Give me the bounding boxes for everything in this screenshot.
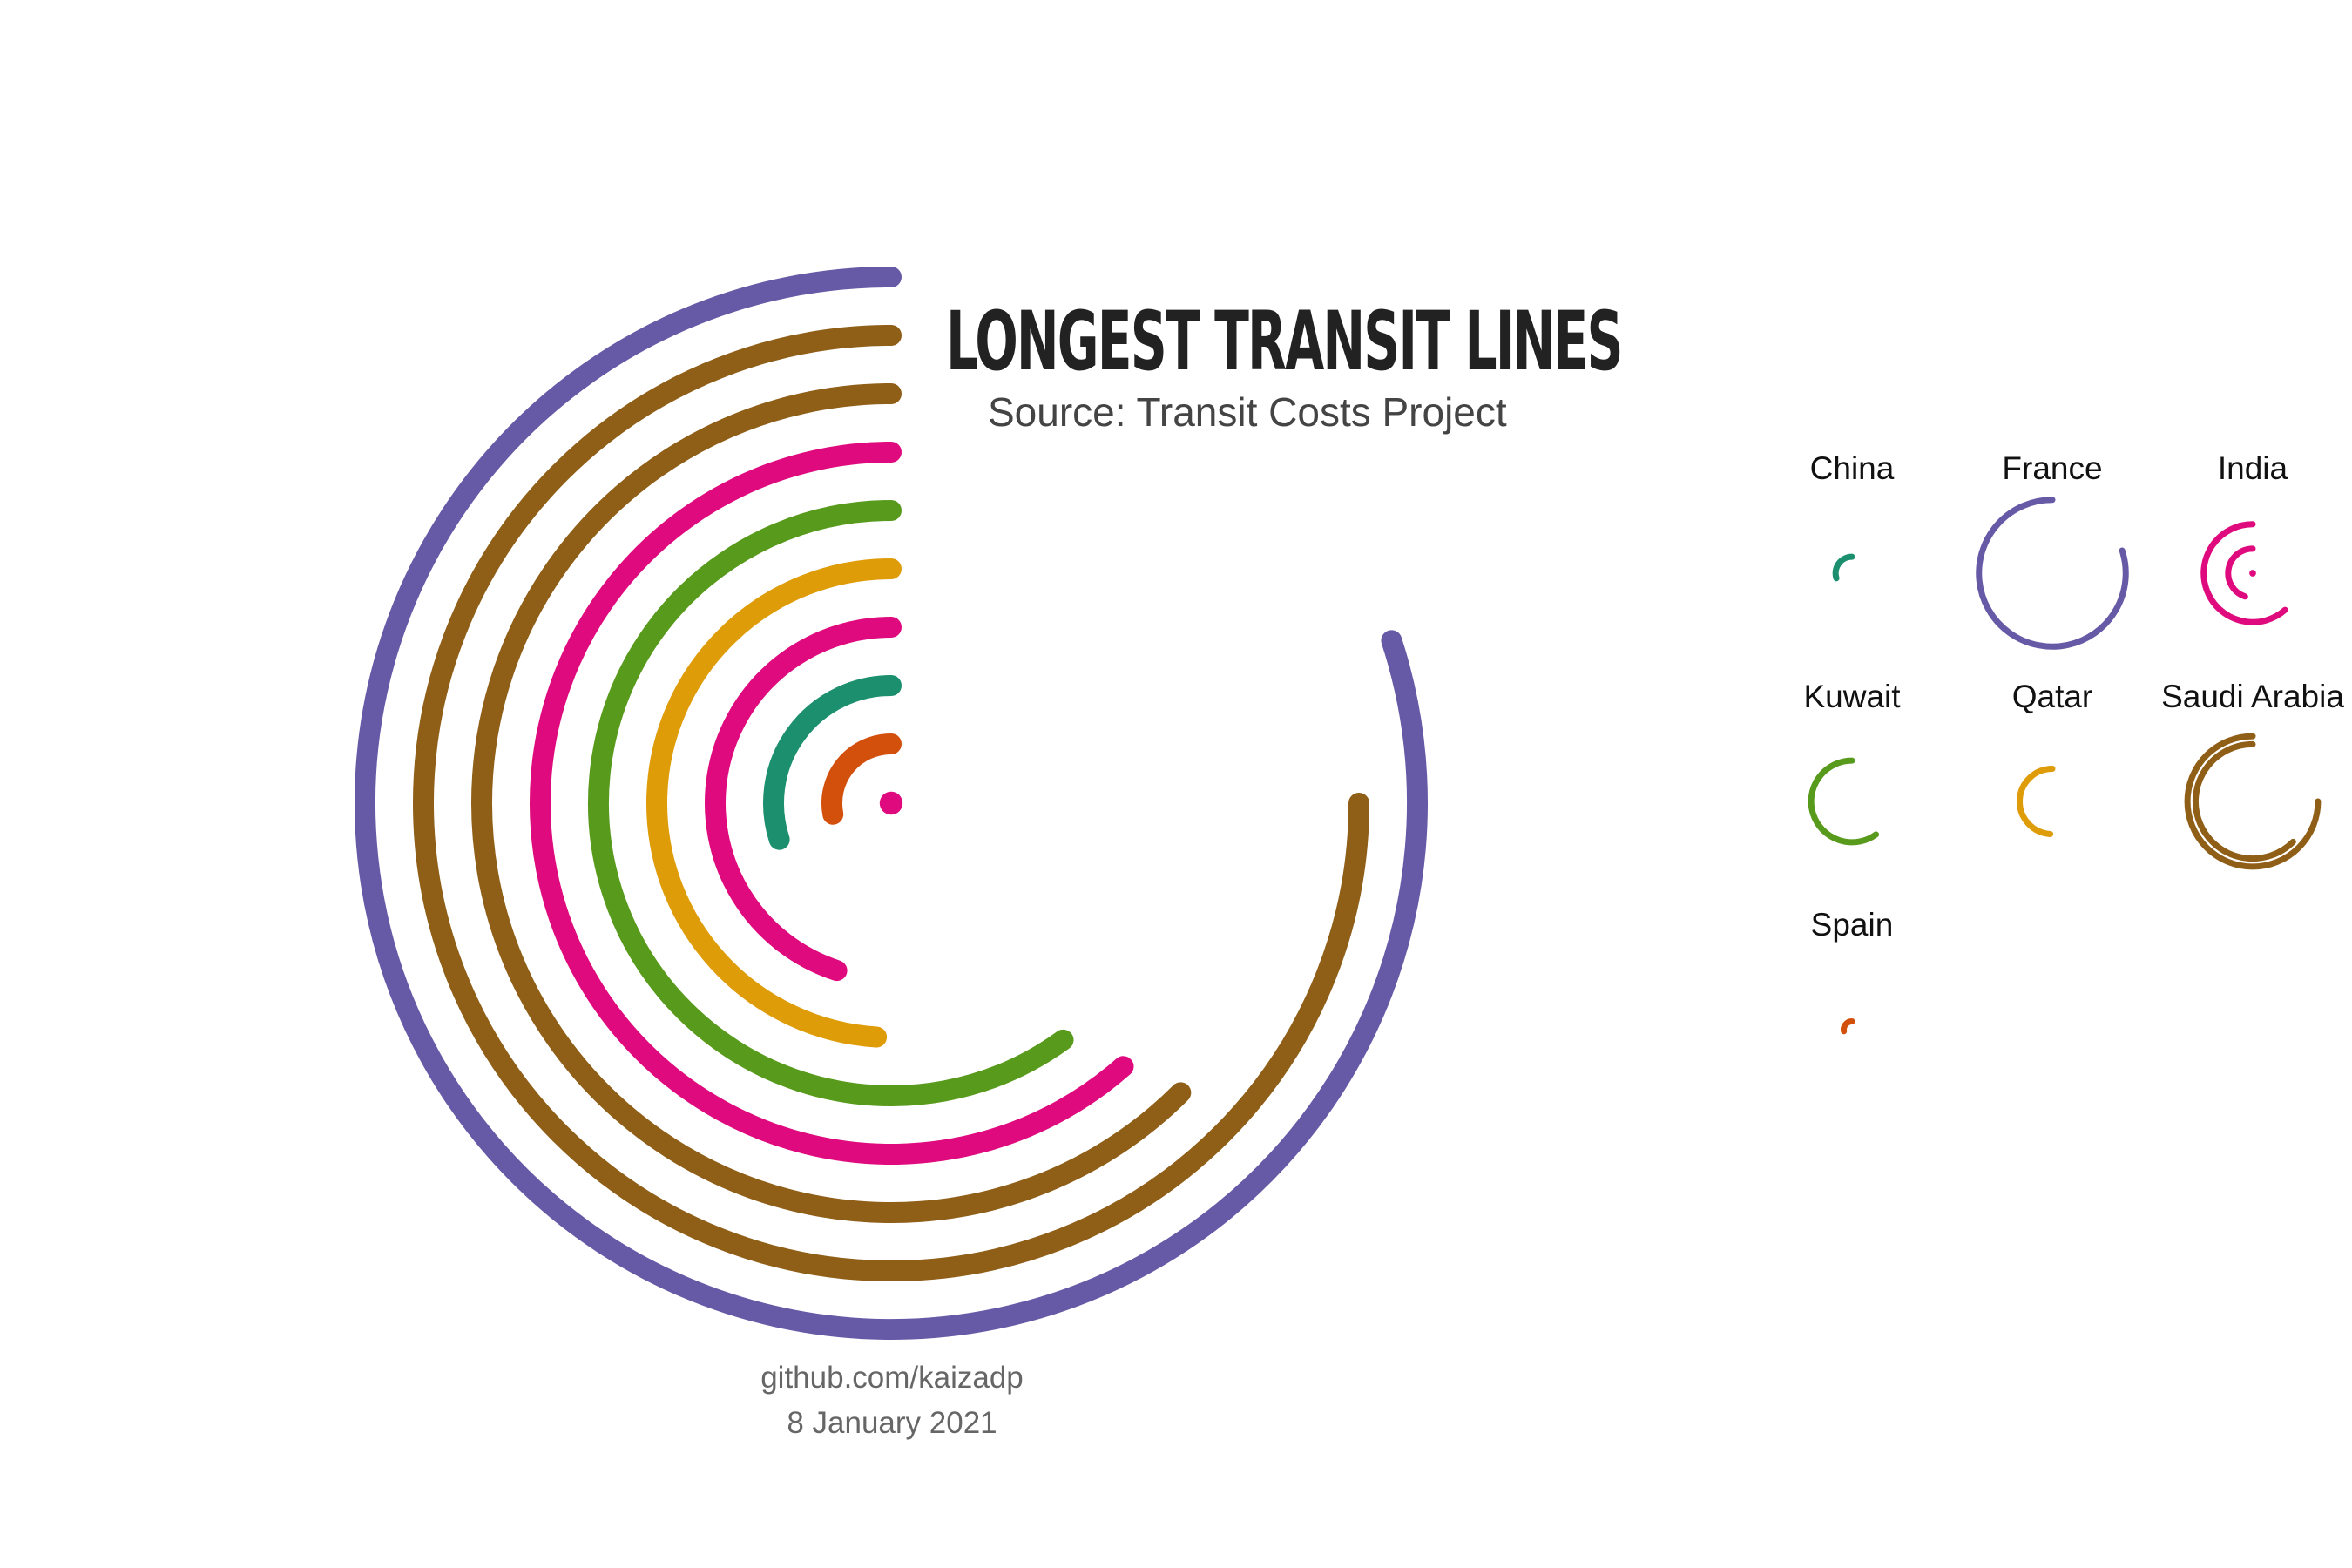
main-arc-china [763,675,902,850]
panel-saudi-arabia-arc-saudi-arabia [2184,733,2322,870]
panel-saudi-arabia [2184,733,2322,870]
panel-label-france: France [2002,450,2102,486]
panel-india-arc-india [2200,521,2288,625]
main-arc-france [355,267,1428,1340]
panel-kuwait [1808,757,1880,846]
panel-label-saudi-arabia: Saudi Arabia [2161,679,2344,714]
panel-qatar-arc-qatar [2017,765,2056,837]
main-dot-india [879,791,903,815]
main-arc-india [530,442,1134,1165]
panel-label-india: India [2218,450,2288,486]
panel-france-arc-france [1976,497,2129,650]
panel-france [1976,497,2129,650]
chart-title: LONGEST TRANSIT LINES [946,294,1623,389]
panel-kuwait-arc-kuwait [1808,757,1880,846]
panel-india [2200,521,2288,625]
panel-saudi-arabia-arc-saudi-arabia [2192,740,2296,862]
credit-text: github.com/kaizadp [760,1361,1024,1395]
main-arc-india [705,617,902,982]
panel-spain [1841,1018,1855,1035]
main-radial-chart [355,267,1428,1340]
main-arc-saudi-arabia [471,383,1192,1223]
panel-label-china: China [1810,450,1895,486]
panel-qatar [2017,765,2056,837]
main-arc-qatar [645,558,902,1048]
panel-label-kuwait: Kuwait [1803,679,1901,714]
main-arc-saudi-arabia [413,325,1369,1281]
main-arc-kuwait [588,500,1074,1106]
country-panels: China France India Kuwait Qatar Saudi Arabia S… [1803,450,2344,1035]
date-text: 8 January 2021 [787,1406,997,1440]
panel-china [1832,553,1855,582]
panel-india-dot-india [2249,570,2256,577]
panel-india-arc-india [2225,545,2256,600]
panel-china-arc-china [1832,553,1855,582]
main-arc-spain [821,733,902,825]
chart-subtitle: Source: Transit Costs Project [988,389,1507,435]
panel-label-spain: Spain [1811,907,1894,943]
panel-spain-arc-spain [1841,1018,1855,1035]
panel-label-qatar: Qatar [2012,679,2093,714]
